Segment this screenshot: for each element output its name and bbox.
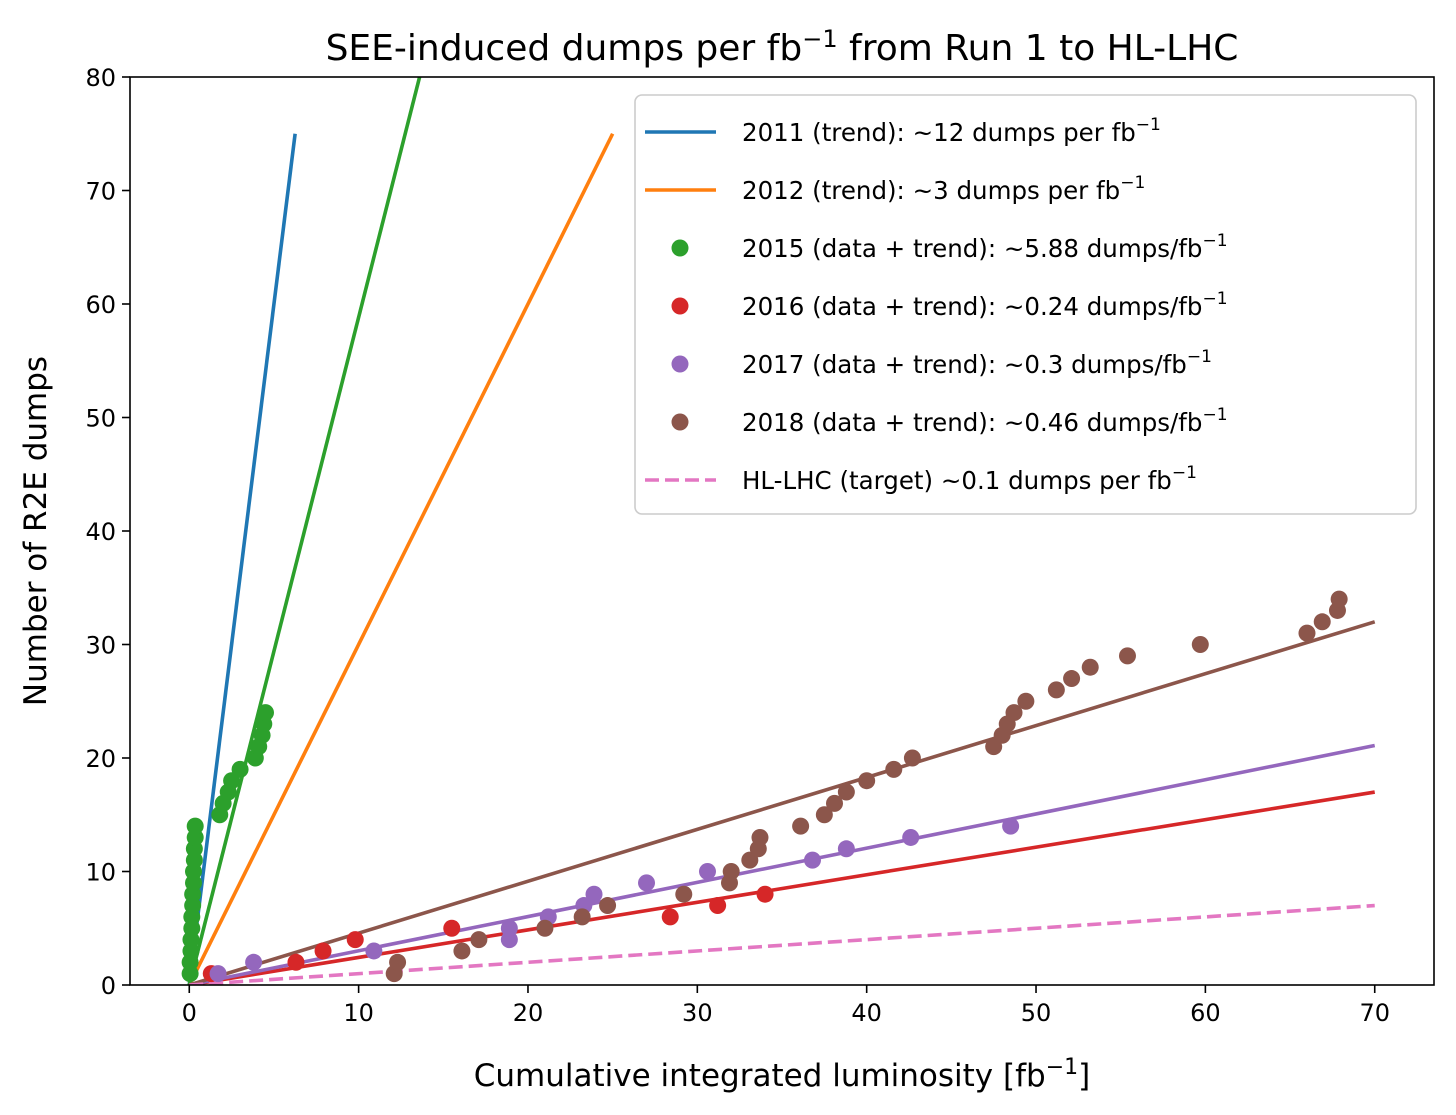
data-point-4 bbox=[245, 953, 263, 971]
data-point-5 bbox=[885, 760, 903, 778]
data-point-4 bbox=[638, 874, 656, 892]
x-axis-ticks: 0 10 20 30 40 50 60 70 bbox=[182, 985, 1390, 1027]
trend-line-6 bbox=[189, 903, 1375, 985]
legend-marker bbox=[671, 239, 689, 257]
legend-frame bbox=[634, 94, 1417, 515]
trend-line-5 bbox=[188, 620, 1376, 985]
legend-marker bbox=[671, 413, 689, 431]
data-point-5 bbox=[1191, 636, 1209, 653]
legend-label: HL-LHC (target) ~0.1 dumps per fb−1 bbox=[742, 463, 1197, 495]
legend-entries: 2011 (trend): ~12 dumps per fb−1 2012 (tr… bbox=[645, 115, 1228, 495]
data-point-4 bbox=[1002, 817, 1020, 835]
data-point-5 bbox=[858, 772, 876, 790]
data-point-5 bbox=[1118, 647, 1136, 665]
data-point-5 bbox=[1313, 613, 1331, 631]
data-point-3 bbox=[661, 908, 679, 926]
x-tick-label: 30 bbox=[682, 999, 713, 1027]
y-tick-label: 60 bbox=[85, 291, 116, 319]
data-point-5 bbox=[675, 885, 693, 903]
x-axis-label: Cumulative integrated luminosity [fb−1] bbox=[474, 1055, 1091, 1094]
data-point-4 bbox=[698, 863, 716, 880]
data-point-5 bbox=[1005, 704, 1023, 722]
data-point-5 bbox=[792, 817, 810, 835]
chart-title-text: SEE-induced dumps per fb−1 from Run 1 to… bbox=[326, 25, 1239, 69]
data-point-5 bbox=[1017, 692, 1035, 710]
x-tick-label: 40 bbox=[851, 999, 882, 1027]
legend-label: 2018 (data + trend): ~0.46 dumps/fb−1 bbox=[742, 405, 1228, 437]
y-tick-label: 40 bbox=[85, 518, 116, 546]
data-point-2 bbox=[231, 760, 249, 778]
data-point-3 bbox=[709, 897, 727, 915]
data-points bbox=[181, 590, 1348, 983]
trend-line-3 bbox=[188, 790, 1376, 985]
legend-label: 2011 (trend): ~12 dumps per fb−1 bbox=[742, 115, 1161, 147]
x-tick-label: 70 bbox=[1359, 999, 1390, 1027]
data-point-5 bbox=[536, 919, 554, 937]
x-tick-label: 10 bbox=[343, 999, 374, 1027]
legend-label: 2017 (data + trend): ~0.3 dumps/fb−1 bbox=[742, 347, 1212, 379]
x-tick-label: 20 bbox=[513, 999, 544, 1027]
plot-area bbox=[129, 76, 1435, 986]
data-point-3 bbox=[346, 931, 364, 949]
data-point-5 bbox=[825, 794, 843, 812]
x-tick-label: 0 bbox=[182, 999, 197, 1027]
data-point-5 bbox=[815, 806, 833, 824]
data-point-5 bbox=[722, 863, 740, 880]
legend-label: 2016 (data + trend): ~0.24 dumps/fb−1 bbox=[742, 289, 1228, 321]
data-point-3 bbox=[287, 953, 305, 971]
data-point-4 bbox=[209, 965, 227, 983]
y-tick-label: 50 bbox=[85, 405, 116, 433]
legend-label: 2015 (data + trend): ~5.88 dumps/fb−1 bbox=[742, 231, 1228, 263]
data-point-4 bbox=[500, 919, 518, 937]
y-axis-label: Number of R2E dumps bbox=[18, 356, 54, 706]
legend-marker bbox=[671, 355, 689, 373]
trend-lines bbox=[187, 77, 1376, 985]
data-point-5 bbox=[599, 897, 617, 915]
y-tick-label: 10 bbox=[85, 859, 116, 887]
data-point-5 bbox=[453, 942, 471, 960]
data-point-3 bbox=[443, 919, 461, 937]
x-tick-label: 50 bbox=[1021, 999, 1052, 1027]
legend: 2011 (trend): ~12 dumps per fb−1 2012 (tr… bbox=[634, 94, 1417, 515]
data-point-5 bbox=[573, 908, 591, 926]
data-point-5 bbox=[1063, 670, 1081, 688]
trend-line-4 bbox=[188, 743, 1376, 985]
y-axis-ticks: 0 10 20 30 40 50 60 70 80 bbox=[85, 64, 130, 1000]
data-point-2 bbox=[186, 817, 204, 835]
legend-marker bbox=[671, 297, 689, 315]
data-point-5 bbox=[1047, 681, 1065, 699]
x-tick-label: 60 bbox=[1190, 999, 1221, 1027]
chart-title: SEE-induced dumps per fb−1 from Run 1 to… bbox=[326, 25, 1239, 69]
y-tick-label: 80 bbox=[85, 64, 116, 92]
trend-line-2 bbox=[187, 77, 422, 985]
data-point-4 bbox=[365, 942, 383, 960]
legend-label: 2012 (trend): ~3 dumps per fb−1 bbox=[742, 173, 1145, 205]
y-tick-label: 70 bbox=[85, 178, 116, 206]
data-point-5 bbox=[1330, 590, 1348, 608]
data-point-4 bbox=[585, 885, 603, 903]
data-point-5 bbox=[389, 953, 407, 971]
trend-line-1 bbox=[187, 132, 615, 985]
data-point-5 bbox=[470, 931, 488, 949]
data-point-5 bbox=[751, 828, 769, 846]
data-point-4 bbox=[902, 828, 920, 846]
data-point-3 bbox=[314, 942, 332, 960]
data-point-2 bbox=[256, 704, 274, 722]
data-point-5 bbox=[837, 783, 855, 801]
data-point-5 bbox=[1081, 658, 1099, 676]
y-tick-label: 0 bbox=[101, 972, 116, 1000]
data-point-4 bbox=[803, 851, 821, 869]
trend-line-0 bbox=[187, 133, 297, 985]
y-tick-label: 30 bbox=[85, 632, 116, 660]
y-tick-label: 20 bbox=[85, 745, 116, 773]
data-point-5 bbox=[1298, 624, 1316, 642]
data-point-5 bbox=[903, 749, 921, 767]
data-point-3 bbox=[756, 885, 774, 903]
data-point-4 bbox=[837, 840, 855, 858]
